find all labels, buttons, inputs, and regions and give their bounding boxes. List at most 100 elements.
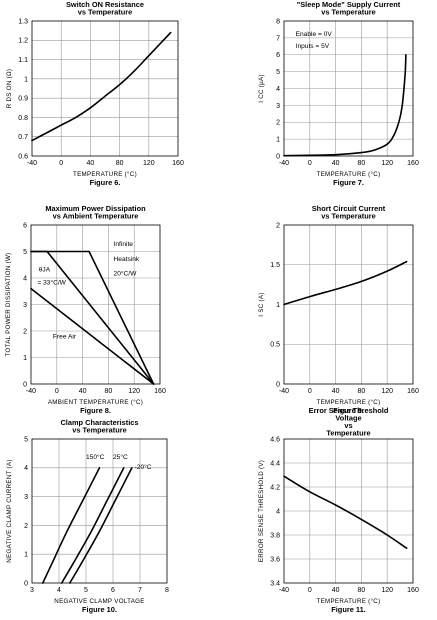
chart-title: Error Sense Threshold Voltage	[309, 406, 389, 423]
y-tick-label: 4.4	[270, 460, 280, 467]
x-tick-label: 40	[332, 388, 340, 395]
chart-subtitle: vs Temperature	[78, 8, 133, 17]
x-tick-label: 4	[57, 587, 61, 594]
annotation-label: = 33°C/W	[37, 279, 66, 287]
x-tick-label: 0	[308, 160, 312, 167]
figure-caption: Figure 10.	[82, 605, 117, 614]
x-axis-label: TEMPERATURE (°C)	[317, 598, 381, 605]
y-axis-label: ERROR SENSE THRESHOLD (V)	[258, 460, 265, 562]
x-tick-label: 40	[332, 160, 340, 167]
y-tick-label: 3	[23, 302, 27, 309]
y-tick-label: 4	[23, 275, 27, 282]
annotation-label: Enable = 0V	[296, 31, 333, 38]
chart-subtitle: vs Temperature	[321, 8, 376, 17]
x-tick-label: 0	[59, 160, 63, 167]
y-tick-label: 1.5	[270, 262, 280, 269]
x-tick-label: 120	[381, 388, 393, 395]
x-tick-label: 80	[358, 388, 366, 395]
chart-subtitle: vs Temperature	[321, 212, 376, 221]
y-tick-label: 6	[23, 222, 27, 229]
annotation-label: 20°C/W	[114, 269, 138, 277]
x-tick-label: 40	[79, 388, 87, 395]
y-tick-label: 7	[276, 35, 280, 42]
y-tick-label: 1	[24, 552, 28, 559]
y-tick-label: 3	[276, 103, 280, 110]
chart-title: Switch ON Resistance	[66, 0, 144, 9]
x-tick-label: 0	[308, 388, 312, 395]
y-axis-label: NEGATIVE CLAMP CURRENT (A)	[6, 459, 13, 562]
chart-subtitle: Temperature	[326, 429, 370, 438]
x-tick-label: 120	[381, 587, 393, 594]
figure-caption: Figure 6.	[90, 178, 121, 187]
y-tick-label: 3	[24, 494, 28, 501]
y-tick-label: 8	[276, 18, 280, 25]
y-tick-label: 4.6	[270, 436, 280, 443]
annotation-label: Infinite	[114, 241, 134, 248]
y-tick-label: 5	[276, 69, 280, 76]
x-tick-label: 120	[143, 160, 155, 167]
plot-frame	[283, 438, 414, 584]
series-line-2	[30, 250, 155, 385]
series-line-2	[60, 467, 125, 584]
chart-title: Maximum Power Dissipation	[45, 204, 146, 213]
x-tick-label: 160	[407, 388, 419, 395]
y-tick-label: 4.2	[270, 484, 280, 491]
y-axis-label: TOTAL POWER DISSIPATION (W)	[5, 252, 12, 356]
y-tick-label: 4	[276, 508, 280, 515]
plot-frame	[31, 20, 179, 157]
annotation-label: θJA	[39, 266, 51, 273]
y-tick-label: 3.4	[270, 580, 280, 587]
x-tick-label: -40	[26, 388, 36, 395]
y-tick-label: 1	[24, 76, 28, 83]
x-tick-label: 160	[407, 160, 419, 167]
plot-frame	[283, 20, 414, 157]
series-line-1	[283, 260, 408, 306]
y-tick-label: 5	[24, 436, 28, 443]
chart-subtitle: vs Temperature	[72, 426, 127, 435]
x-tick-label: 40	[87, 160, 95, 167]
y-axis-label: I CC (µA)	[258, 74, 265, 103]
y-tick-label: 2	[276, 222, 280, 229]
series-line-1	[31, 31, 172, 142]
y-tick-label: 1	[276, 137, 280, 144]
y-tick-label: 0.8	[18, 115, 28, 122]
x-axis-label: NEGATIVE CLAMP VOLTAGE	[54, 598, 144, 605]
y-tick-label: 0.7	[18, 134, 28, 141]
x-tick-label: -40	[279, 587, 289, 594]
y-tick-label: 0	[24, 580, 28, 587]
y-tick-label: 2	[23, 328, 27, 335]
x-tick-label: 0	[308, 587, 312, 594]
x-tick-label: 40	[332, 587, 340, 594]
annotation-label: -20°C	[135, 463, 152, 471]
series-line-3	[69, 467, 133, 584]
annotation-label: Inputs = 5V	[296, 43, 330, 50]
y-tick-label: 2	[276, 120, 280, 127]
y-tick-label: 1.1	[18, 57, 28, 64]
x-axis-label: AMBIENT TEMPERATURE (°C)	[48, 399, 143, 406]
x-tick-label: 80	[358, 160, 366, 167]
plot-frame	[30, 224, 161, 385]
x-axis-label: TEMPERATURE (°C)	[317, 399, 381, 406]
x-tick-label: 80	[105, 388, 113, 395]
y-tick-label: 0	[276, 153, 280, 160]
annotation-label: Heatsink	[114, 256, 140, 263]
y-tick-label: 2	[24, 523, 28, 530]
x-tick-label: -40	[279, 388, 289, 395]
series-line-1	[30, 250, 155, 385]
x-tick-label: 3	[30, 587, 34, 594]
chart-subtitle: vs Ambient Temperature	[53, 212, 139, 221]
figure-caption: Figure 11.	[331, 605, 366, 614]
annotation-label: Free Air	[53, 333, 77, 340]
chart-subtitle-vs: vs	[344, 421, 352, 430]
series-line-3	[30, 287, 155, 385]
y-tick-label: 1.2	[18, 38, 28, 45]
y-tick-label: 6	[276, 52, 280, 59]
x-tick-label: 0	[55, 388, 59, 395]
x-tick-label: 120	[381, 160, 393, 167]
